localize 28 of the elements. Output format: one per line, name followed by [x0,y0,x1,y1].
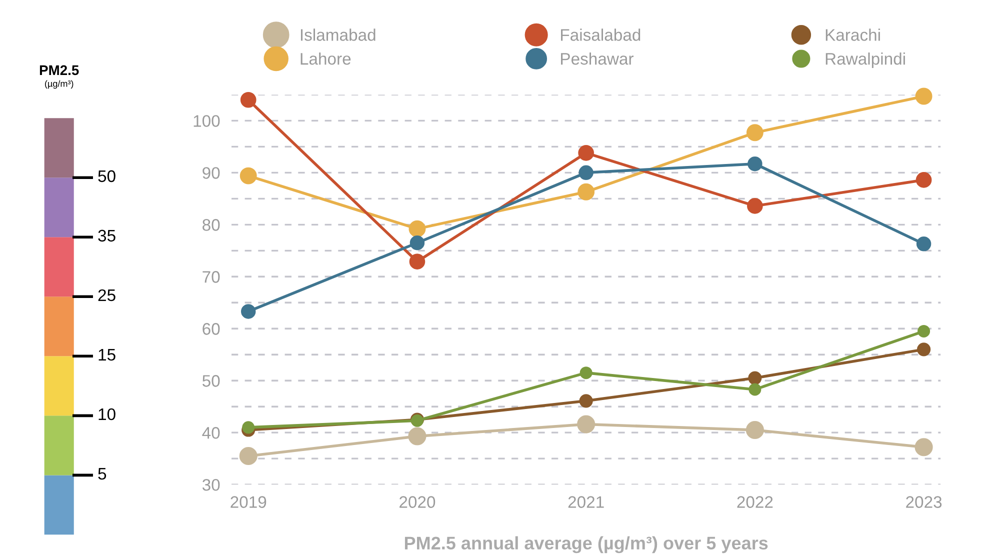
text: 15 [98,349,116,361]
x-tick-label: 2019 [230,496,266,508]
x-axis-title: PM2.5 annual average (µg/m³) over 5 years [404,536,768,554]
legend-label: Karachi [826,28,880,41]
y-tick-label: 90 [202,167,220,179]
text: 5 [98,468,106,480]
text: 50 [98,170,116,182]
y-tick-label: 70 [202,271,220,283]
y-tick-label: 100 [194,115,220,127]
x-tick-label: 2022 [737,496,773,508]
y-tick-label: 40 [202,427,220,439]
x-tick-label: 2023 [906,496,942,508]
y-tick-label: 50 [202,375,220,387]
text: (µg/m³) [45,80,74,89]
y-tick-label: 30 [202,478,220,491]
x-tick-label: 2021 [568,496,604,508]
text: 35 [98,230,116,242]
y-tick-label: 80 [202,219,220,231]
legend-label: Faisalabad [561,28,640,41]
legend-label: Lahore [300,52,351,65]
text: 10 [98,408,116,420]
legend-label: Islamabad [300,28,376,41]
legend-label: Rawalpindi [826,52,905,68]
x-tick-label: 2020 [400,496,436,508]
text: 25 [98,289,116,302]
y-tick-label: 60 [202,323,220,335]
text: PM2.5 [40,65,79,76]
legend-label: Peshawar [561,52,634,65]
